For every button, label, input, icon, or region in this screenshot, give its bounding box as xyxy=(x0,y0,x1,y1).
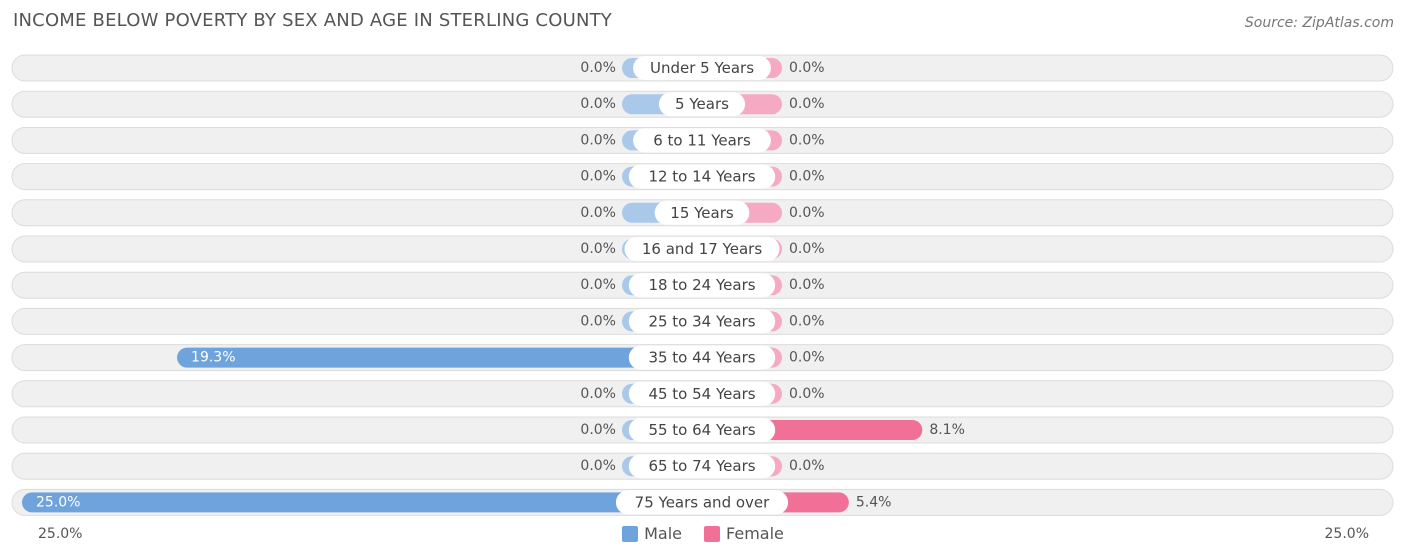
axis-left-label: 25.0% xyxy=(38,526,83,542)
female-value-label: 0.0% xyxy=(789,132,825,148)
category-pill xyxy=(654,200,750,225)
female-value-label: 0.0% xyxy=(789,241,825,257)
category-pill xyxy=(658,92,746,117)
male-value-label: 0.0% xyxy=(580,277,616,293)
female-value-label: 8.1% xyxy=(929,422,965,438)
category-label: 25 to 34 Years xyxy=(648,312,755,330)
category-label: 45 to 54 Years xyxy=(648,385,755,403)
male-value-label: 0.0% xyxy=(580,241,616,257)
category-label: Under 5 Years xyxy=(650,59,754,77)
legend-male-label: Male xyxy=(644,524,683,543)
female-value-label: 0.0% xyxy=(789,277,825,293)
category-label: 18 to 24 Years xyxy=(648,276,755,294)
axis-right-label: 25.0% xyxy=(1324,526,1369,542)
category-label: 15 Years xyxy=(670,204,734,222)
female-value-label: 0.0% xyxy=(789,205,825,221)
category-pill xyxy=(628,309,776,334)
male-bar xyxy=(22,492,702,513)
category-label: 55 to 64 Years xyxy=(648,421,755,439)
category-pill xyxy=(628,164,776,189)
category-label: 65 to 74 Years xyxy=(648,457,755,475)
female-value-label: 0.0% xyxy=(789,96,825,112)
chart-title: INCOME BELOW POVERTY BY SEX AND AGE IN S… xyxy=(13,10,612,31)
female-value-label: 0.0% xyxy=(789,386,825,402)
category-pill xyxy=(628,418,776,442)
female-value-label: 0.0% xyxy=(789,350,825,366)
male-value-label: 0.0% xyxy=(580,169,616,185)
male-value-label: 25.0% xyxy=(36,494,80,510)
category-label: 5 Years xyxy=(675,95,729,113)
legend: Male Female xyxy=(0,524,1406,543)
category-label: 75 Years and over xyxy=(635,493,770,511)
female-value-label: 0.0% xyxy=(789,60,825,76)
category-pill xyxy=(628,381,776,406)
male-value-label: 0.0% xyxy=(580,422,616,438)
male-value-label: 0.0% xyxy=(580,458,616,474)
category-pill xyxy=(615,490,789,515)
legend-female-swatch xyxy=(704,525,721,542)
female-value-label: 0.0% xyxy=(789,313,825,329)
category-label: 16 and 17 Years xyxy=(642,240,762,258)
male-value-label: 0.0% xyxy=(580,132,616,148)
male-value-label: 19.3% xyxy=(191,350,235,366)
male-value-label: 0.0% xyxy=(580,386,616,402)
male-value-label: 0.0% xyxy=(580,205,616,221)
female-value-label: 0.0% xyxy=(789,458,825,474)
poverty-chart: 0.0% 0.0% Under 5 Years 0.0% 0.0% 5 Years 0.0%… xyxy=(11,54,1394,516)
male-value-label: 0.0% xyxy=(580,60,616,76)
male-value-label: 0.0% xyxy=(580,313,616,329)
category-pill xyxy=(628,345,776,370)
female-value-label: 5.4% xyxy=(856,494,892,510)
source-credit: Source: ZipAtlas.com xyxy=(1244,15,1394,31)
legend-female: Female xyxy=(704,524,784,543)
category-pill xyxy=(633,56,771,80)
legend-male-swatch xyxy=(622,525,639,542)
category-label: 6 to 11 Years xyxy=(653,131,751,149)
legend-female-label: Female xyxy=(726,524,784,543)
category-pill xyxy=(628,273,776,298)
male-value-label: 0.0% xyxy=(580,96,616,112)
female-value-label: 0.0% xyxy=(789,169,825,185)
category-label: 12 to 14 Years xyxy=(648,168,755,186)
legend-male: Male xyxy=(622,524,682,543)
category-pill xyxy=(633,128,771,153)
category-pill xyxy=(624,237,780,261)
category-pill xyxy=(628,454,776,479)
male-bar xyxy=(177,347,703,368)
category-label: 35 to 44 Years xyxy=(648,349,755,367)
